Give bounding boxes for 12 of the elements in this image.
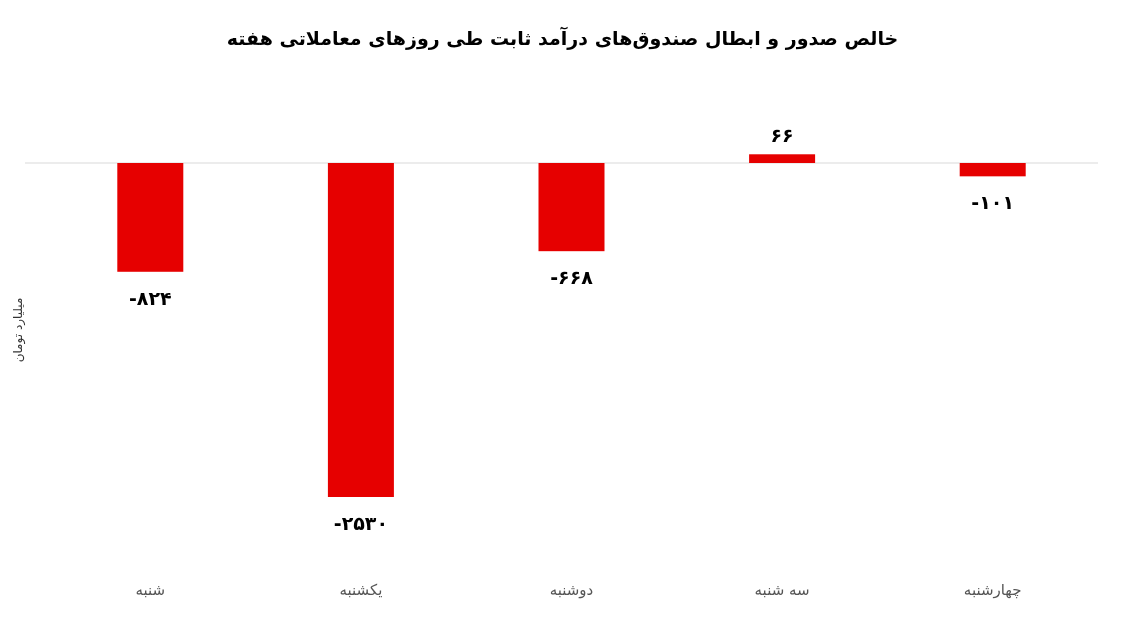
data-label: ۶۶ [770,124,794,147]
data-label: -۲۵۳۰ [333,512,389,534]
data-label: -۸۲۴ [128,286,172,309]
x-tick-label: سه شنبه [754,581,810,599]
x-tick-label: یکشنبه [339,581,383,599]
x-tick-label: دوشنبه [549,581,594,599]
y-axis-title: میلیارد تومان [11,297,26,363]
data-label: -۶۶۸ [550,266,594,289]
x-tick-label: چهارشنبه [963,581,1022,599]
x-tick-label: شنبه [135,581,166,599]
chart-title: خالص صدور و ابطال صندوق‌های درآمد ثابت طی روزهای معاملاتی هفته [226,26,899,50]
data-label: -۱۰۱ [971,191,1015,214]
